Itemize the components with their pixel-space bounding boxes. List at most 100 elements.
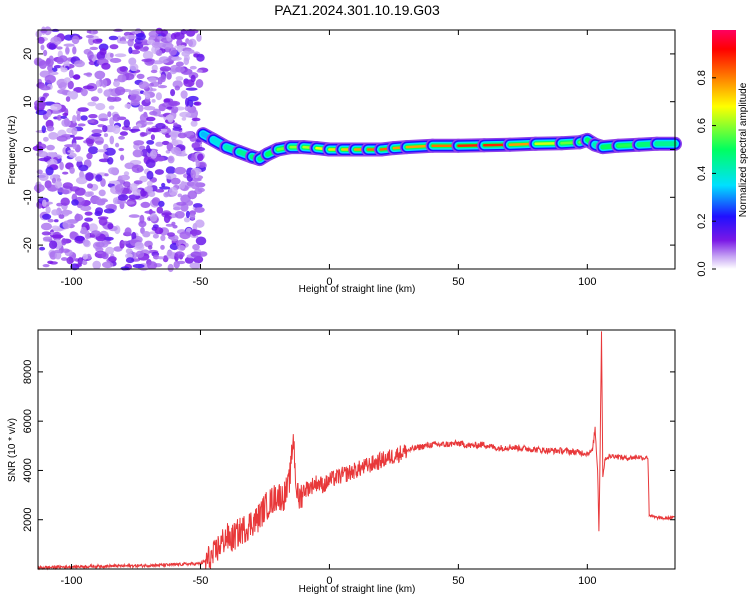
noise-blob xyxy=(132,149,143,158)
noise-blob xyxy=(129,183,138,192)
noise-blob xyxy=(67,150,75,153)
noise-blob xyxy=(188,38,197,48)
noise-blob xyxy=(194,206,205,213)
noise-blob xyxy=(46,125,55,132)
noise-blob xyxy=(167,155,175,164)
noise-blob xyxy=(142,50,154,60)
noise-blob xyxy=(136,73,145,79)
noise-blob xyxy=(149,88,157,92)
noise-blob xyxy=(112,125,121,134)
noise-blob xyxy=(109,135,115,145)
noise-blob xyxy=(170,33,177,40)
noise-blob xyxy=(184,256,194,264)
noise-blob xyxy=(42,213,52,220)
noise-blob xyxy=(113,246,123,252)
y-tick-label: 8000 xyxy=(22,360,34,384)
noise-blob xyxy=(75,263,82,268)
noise-blob xyxy=(196,69,203,73)
noise-blob xyxy=(177,245,186,251)
noise-blob xyxy=(97,149,108,153)
noise-blob xyxy=(35,109,47,116)
noise-blob xyxy=(38,60,47,69)
snr-plot-area xyxy=(38,330,675,569)
noise-blob xyxy=(41,231,51,236)
noise-blob xyxy=(75,156,84,162)
noise-blob xyxy=(140,132,148,137)
colorbar-label: Normalized spectral amplitude xyxy=(738,82,749,217)
noise-blob xyxy=(131,164,144,173)
noise-blob xyxy=(187,190,198,200)
noise-blob xyxy=(60,67,68,73)
noise-blob xyxy=(51,67,58,72)
noise-blob xyxy=(180,90,188,99)
noise-blob xyxy=(194,256,203,261)
noise-blob xyxy=(156,206,164,214)
noise-blob xyxy=(189,134,197,142)
noise-blob xyxy=(92,241,104,250)
noise-blob xyxy=(61,238,67,246)
noise-blob xyxy=(162,42,174,49)
noise-blob xyxy=(108,180,120,184)
noise-blob xyxy=(114,53,127,58)
noise-blob xyxy=(175,76,184,81)
noise-blob xyxy=(141,58,153,63)
noise-blob xyxy=(144,210,156,214)
noise-blob xyxy=(147,261,158,270)
noise-blob xyxy=(155,141,164,147)
noise-blob xyxy=(174,32,185,41)
noise-blob xyxy=(189,262,202,269)
x-tick-label: 50 xyxy=(452,575,464,587)
noise-blob xyxy=(43,26,52,36)
noise-blob xyxy=(168,186,178,196)
noise-blob xyxy=(118,40,129,44)
chart-title: PAZ1.2024.301.10.19.G03 xyxy=(274,2,440,18)
noise-blob xyxy=(51,225,59,230)
noise-blob xyxy=(98,189,106,197)
noise-blob xyxy=(39,246,46,251)
noise-blob xyxy=(189,213,196,220)
x-tick-label: -50 xyxy=(193,575,209,587)
noise-blob xyxy=(95,174,103,182)
noise-blob xyxy=(167,232,175,237)
noise-blob xyxy=(129,94,142,103)
noise-blob xyxy=(149,149,158,159)
noise-blob xyxy=(45,110,52,118)
noise-blob xyxy=(108,167,118,175)
noise-blob xyxy=(149,82,154,87)
colorbar-tick-label: 0.0 xyxy=(696,261,708,276)
noise-blob xyxy=(43,136,49,142)
noise-blob xyxy=(69,186,81,192)
noise-blob xyxy=(67,91,74,97)
noise-blob xyxy=(190,74,196,83)
noise-blob xyxy=(71,127,78,136)
noise-blob xyxy=(54,219,59,223)
noise-blob xyxy=(160,234,166,242)
noise-blob xyxy=(134,241,144,249)
noise-blob xyxy=(123,181,131,188)
noise-blob xyxy=(80,226,88,235)
noise-blob xyxy=(80,115,88,121)
noise-blob xyxy=(40,44,45,51)
noise-blob xyxy=(87,51,94,60)
noise-blob xyxy=(54,249,63,254)
noise-blob xyxy=(105,246,115,255)
noise-blob xyxy=(120,266,130,271)
noise-blob xyxy=(118,135,125,140)
noise-blob xyxy=(154,227,164,235)
noise-blob xyxy=(148,77,157,83)
noise-blob xyxy=(64,117,70,127)
noise-blob xyxy=(62,220,71,230)
noise-blob xyxy=(177,132,187,139)
noise-blob xyxy=(148,245,153,250)
noise-blob xyxy=(170,132,177,142)
noise-blob xyxy=(112,197,119,205)
noise-blob xyxy=(104,236,114,241)
noise-blob xyxy=(44,74,56,84)
noise-blob xyxy=(54,180,63,189)
noise-blob xyxy=(174,251,185,259)
noise-blob xyxy=(146,140,155,145)
noise-blob xyxy=(66,256,74,265)
noise-blob xyxy=(171,106,179,114)
snr-line xyxy=(37,331,676,571)
noise-blob xyxy=(45,206,51,214)
